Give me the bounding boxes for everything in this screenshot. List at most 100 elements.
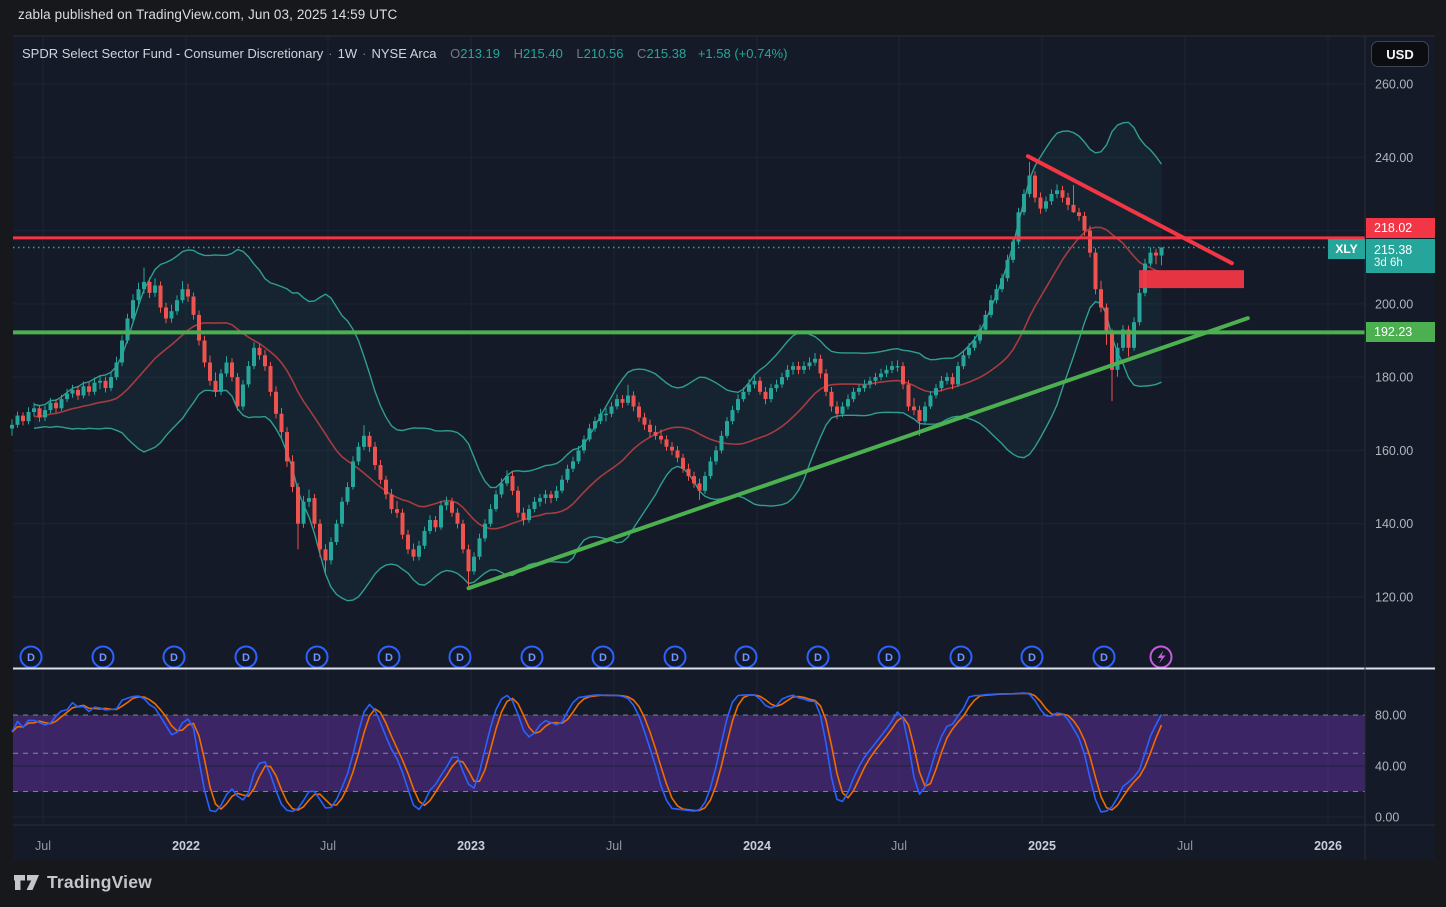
bollinger-upper-band [33,121,1163,489]
candle-body [604,413,608,416]
candle [499,478,504,498]
candle-body [362,435,366,447]
candle-body [703,476,707,491]
price-tick-label: 260.00 [1375,78,1413,92]
dividend-marker[interactable]: D [377,645,401,669]
candle-body [378,465,383,480]
candle [433,516,438,532]
supply-zone-rectangle[interactable] [1138,270,1244,289]
candle [1148,247,1153,267]
interval-label[interactable]: 1W [337,46,358,61]
candle-body [164,307,168,319]
candle [675,446,680,463]
candle [109,372,113,392]
candle [312,494,317,529]
bollinger-basis [33,226,1162,530]
candle-body [901,366,905,385]
candle-body [802,366,806,370]
candle-body [340,501,344,524]
candle-body [147,281,152,293]
candle [285,427,289,467]
candle-body [769,388,773,400]
candle [98,375,102,390]
candle [576,446,581,464]
candle-body [1115,347,1120,370]
candle-body [213,380,218,392]
candle-body [697,483,702,491]
candle-body [774,384,779,389]
ascending-trendline[interactable] [466,316,1250,591]
flash-event-marker[interactable] [1149,645,1173,669]
dividend-marker[interactable]: D [1092,645,1116,669]
candle-body [1121,329,1125,348]
dividend-marker[interactable]: D [1020,645,1044,669]
dividend-marker[interactable]: D [448,645,472,669]
candle-body [92,382,97,392]
candle [681,453,685,473]
candle-body [428,520,432,531]
candle-body [994,289,999,301]
dividend-marker[interactable]: D [91,645,115,669]
candle-body [472,556,476,572]
time-axis-label: 2026 [1314,839,1342,853]
candle-body [664,439,669,447]
candle-body [582,439,586,451]
descending-trendline[interactable] [1025,154,1234,266]
candle [950,373,955,390]
tradingview-logo-icon[interactable] [14,873,40,893]
dividend-marker[interactable]: D [734,645,758,669]
candle [268,362,273,397]
candle-body [125,318,130,341]
dividend-marker[interactable]: D [806,645,830,669]
dividend-marker[interactable]: D [949,645,973,669]
candle-body [329,542,333,561]
tradingview-brand[interactable]: TradingView [47,872,152,892]
dividend-marker[interactable]: D [591,645,615,669]
candle [994,284,999,304]
candle [873,372,878,386]
candle [741,387,746,402]
candle [895,360,900,372]
candle-body [494,494,498,510]
last-price-label: 215.38 3d 6h [1366,239,1435,273]
candle [719,431,724,454]
candle-body [934,388,938,396]
candle-body [411,549,416,557]
stochastic-k-line [11,692,1163,813]
candle-body [862,384,867,389]
candle-body [48,402,53,411]
candle-body [246,366,251,385]
candle [961,351,966,370]
candle [912,398,916,416]
candle-body [730,410,735,422]
candle-body [98,380,102,383]
candle [587,423,592,442]
candle [714,446,718,465]
dividend-marker[interactable]: D [19,645,43,669]
candle [180,281,185,304]
open-label: O [450,46,461,61]
candle-body [367,435,372,447]
dividend-marker[interactable]: D [162,645,186,669]
candle-body [554,490,559,498]
candle-body [840,406,845,414]
candle-body [1104,307,1109,334]
dividend-marker[interactable]: D [663,645,687,669]
candle [648,419,652,437]
candle-body [1071,204,1076,213]
time-axis-label: 2023 [457,839,485,853]
candle-body [1022,193,1026,213]
dividend-marker[interactable]: D [234,645,258,669]
dividend-marker[interactable]: D [520,645,544,669]
currency-toggle-button[interactable]: USD [1371,41,1429,67]
dividend-marker[interactable]: D [305,645,329,669]
candle [125,313,130,344]
symbol-title[interactable]: SPDR Select Sector Fund - Consumer Discr… [22,46,324,61]
dividend-marker[interactable]: D [877,645,901,669]
candle-body [521,512,526,520]
candle-body [681,457,685,469]
stochastic-d-line [11,692,1163,812]
candle [763,387,768,405]
candle-body [257,347,262,356]
candle [450,497,454,517]
